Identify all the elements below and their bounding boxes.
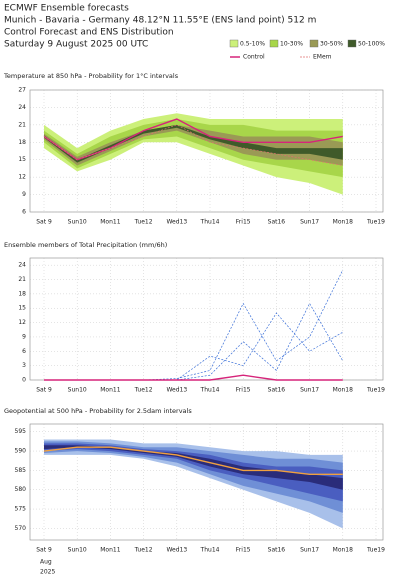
header-subtitle: Control Forecast and ENS Distribution [4, 28, 174, 38]
x-tick-label: Sun17 [300, 547, 319, 554]
x-tick-label: Tue12 [134, 547, 153, 554]
y-tick-label: 24 [18, 262, 26, 269]
x-tick-label: Sat 9 [36, 547, 52, 554]
y-tick-label: 6 [22, 209, 26, 216]
header-title: ECMWF Ensemble forecasts [4, 4, 129, 14]
y-tick-label: 580 [15, 486, 27, 493]
x-tick-label: Sat16 [268, 219, 286, 226]
legend-label: 50-100% [358, 41, 385, 48]
plot-area [29, 89, 384, 213]
x-tick-label: Tue19 [366, 387, 385, 394]
y-tick-label: 570 [15, 525, 27, 532]
legend-label: 30-50% [320, 41, 343, 48]
x-tick-label: Sun10 [68, 547, 87, 554]
header-location: Munich - Bavaria - Germany 48.12°N 11.55… [4, 16, 316, 26]
x-tick-label: Mon18 [333, 547, 353, 554]
legend-swatch [347, 39, 357, 48]
legend-label: EMem [313, 54, 332, 61]
chart-title: Ensemble members of Total Precipitation … [4, 241, 167, 249]
legend-label: 10-30% [280, 41, 303, 48]
x-footer: Aug [40, 559, 52, 566]
y-tick-label: 9 [22, 333, 26, 340]
member-line [44, 269, 344, 381]
y-tick-label: 590 [15, 448, 27, 455]
y-tick-label: 21 [18, 276, 26, 283]
y-tick-label: 21 [18, 121, 26, 128]
x-tick-label: Fri15 [236, 219, 251, 226]
control-line [43, 118, 343, 161]
legend-label: 0.5-10% [240, 41, 265, 48]
y-tick-label: 595 [15, 428, 27, 435]
member-line [43, 124, 343, 166]
x-tick-label: Wed13 [166, 387, 187, 394]
x-tick-label: Wed13 [166, 219, 187, 226]
x-tick-label: Fri15 [236, 387, 251, 394]
legend-swatch [229, 39, 239, 48]
x-tick-label: Mon18 [333, 387, 353, 394]
x-tick-label: Tue12 [134, 219, 153, 226]
legend-label: Control [243, 54, 265, 61]
y-tick-label: 585 [15, 467, 27, 474]
prob-band [44, 441, 343, 513]
y-tick-label: 15 [18, 305, 26, 312]
y-tick-label: 15 [18, 156, 26, 163]
x-tick-label: Tue19 [366, 219, 385, 226]
y-tick-label: 27 [18, 87, 26, 94]
x-tick-label: Sat16 [268, 387, 286, 394]
legend-swatch [269, 39, 279, 48]
y-tick-label: 0 [22, 377, 26, 384]
x-tick-label: Tue12 [134, 387, 153, 394]
y-tick-label: 18 [18, 139, 26, 146]
chart-title: Temperature at 850 hPa - Probability for… [3, 72, 179, 80]
chart-title: Geopotential at 500 hPa - Probability fo… [4, 407, 192, 415]
x-tick-label: Sun10 [68, 219, 87, 226]
x-footer: 2025 [40, 569, 55, 576]
x-tick-label: Mon11 [100, 387, 120, 394]
x-tick-label: Thu14 [200, 547, 220, 554]
control-line [44, 374, 343, 381]
x-tick-label: Sat16 [268, 547, 286, 554]
y-tick-label: 9 [22, 191, 26, 198]
x-tick-label: Wed13 [166, 547, 187, 554]
x-tick-label: Mon11 [100, 219, 120, 226]
member-line [44, 312, 343, 381]
prob-band [44, 119, 343, 178]
x-tick-label: Tue19 [366, 547, 385, 554]
x-tick-label: Thu14 [200, 387, 220, 394]
legend-swatch [309, 39, 319, 48]
y-tick-label: 575 [15, 506, 27, 513]
control-line [43, 446, 343, 475]
header-date: Saturday 9 August 2025 00 UTC [4, 40, 148, 50]
x-tick-label: Fri15 [236, 547, 251, 554]
x-tick-label: Sat 9 [36, 387, 52, 394]
y-tick-label: 18 [18, 290, 26, 297]
y-tick-label: 6 [22, 348, 26, 355]
x-tick-label: Mon11 [100, 547, 120, 554]
x-tick-label: Thu14 [200, 219, 220, 226]
plot-area [29, 257, 384, 381]
prob-band [44, 124, 343, 166]
member-line [44, 302, 344, 381]
y-tick-label: 24 [18, 104, 26, 111]
prob-band [44, 124, 343, 163]
x-tick-label: Sun17 [300, 387, 319, 394]
x-tick-label: Sun17 [300, 219, 319, 226]
plot-area [29, 423, 384, 541]
y-tick-label: 3 [22, 362, 26, 369]
y-tick-label: 12 [18, 174, 26, 181]
x-tick-label: Sat 9 [36, 219, 52, 226]
x-tick-label: Mon18 [333, 219, 353, 226]
x-tick-label: Sun10 [68, 387, 87, 394]
y-tick-label: 12 [18, 319, 26, 326]
